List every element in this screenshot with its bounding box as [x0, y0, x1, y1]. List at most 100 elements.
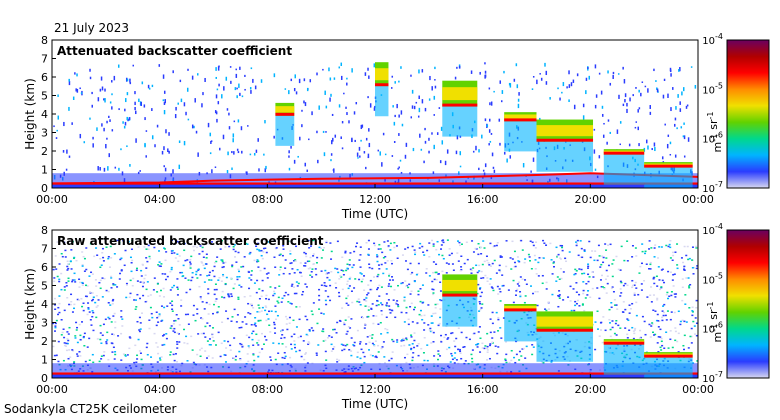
noise-pixel	[381, 303, 384, 306]
boundary-layer-line	[52, 172, 698, 185]
noise-pixel	[688, 286, 691, 289]
echo-pixel	[568, 99, 570, 103]
noise-pixel	[513, 261, 516, 264]
noise-pixel	[596, 328, 599, 330]
noise-pixel	[256, 242, 259, 245]
noise-pixel	[179, 271, 182, 274]
noise-pixel	[476, 292, 479, 295]
noise-pixel	[505, 240, 508, 242]
echo-pixel	[111, 106, 113, 110]
noise-pixel	[378, 284, 381, 287]
noise-pixel	[379, 302, 382, 304]
noise-pixel	[60, 272, 63, 275]
x-tick-label: 16:00	[467, 383, 499, 396]
echo-pixel	[233, 120, 236, 123]
echo-pixel	[92, 143, 94, 148]
echo-pixel	[493, 90, 495, 93]
noise-pixel	[197, 268, 200, 271]
noise-pixel	[120, 332, 123, 335]
cloud-layer	[644, 352, 693, 378]
noise-pixel	[101, 334, 104, 337]
echo-pixel	[345, 106, 347, 109]
echo-pixel	[532, 157, 535, 162]
noise-pixel	[377, 273, 380, 276]
noise-pixel	[70, 293, 73, 296]
noise-pixel	[310, 271, 313, 273]
noise-pixel	[676, 243, 679, 245]
noise-pixel	[396, 339, 399, 341]
noise-pixel	[230, 293, 233, 295]
noise-pixel	[631, 286, 634, 289]
noise-pixel	[542, 257, 545, 259]
noise-pixel	[613, 332, 616, 335]
noise-pixel	[341, 349, 344, 352]
echo-pixel	[217, 101, 220, 105]
noise-pixel	[139, 281, 142, 283]
echo-pixel	[694, 84, 697, 89]
echo-pixel	[515, 63, 518, 67]
echo-pixel	[499, 142, 501, 146]
noise-pixel	[107, 302, 110, 304]
noise-pixel	[163, 343, 166, 346]
noise-pixel	[54, 326, 57, 329]
noise-pixel	[665, 293, 668, 296]
echo-pixel	[57, 94, 59, 97]
noise-pixel	[293, 340, 296, 342]
noise-pixel	[389, 249, 392, 251]
noise-pixel	[510, 359, 513, 362]
echo-pixel	[651, 148, 653, 151]
echo-pixel	[506, 158, 508, 163]
noise-pixel	[462, 346, 465, 349]
noise-pixel	[619, 327, 622, 329]
echo-pixel	[647, 145, 649, 150]
noise-pixel	[499, 255, 502, 257]
noise-pixel	[325, 241, 328, 244]
noise-pixel	[391, 262, 394, 265]
echo-pixel	[265, 165, 267, 170]
cloud-base	[275, 112, 295, 116]
noise-pixel	[54, 325, 57, 327]
noise-pixel	[275, 318, 278, 321]
noise-pixel	[304, 283, 307, 285]
noise-pixel	[177, 333, 180, 335]
noise-pixel	[522, 347, 525, 350]
noise-pixel	[532, 244, 535, 247]
noise-pixel	[559, 244, 562, 247]
noise-pixel	[367, 292, 370, 294]
noise-pixel	[409, 293, 412, 295]
noise-pixel	[538, 257, 541, 259]
noise-pixel	[672, 273, 675, 276]
echo-pixel	[158, 64, 161, 67]
noise-pixel	[163, 334, 166, 336]
echo-pixel	[209, 152, 212, 155]
noise-pixel	[213, 275, 216, 278]
echo-pixel	[125, 98, 127, 103]
noise-pixel	[402, 338, 405, 340]
noise-pixel	[373, 344, 376, 346]
noise-pixel	[191, 349, 194, 351]
echo-pixel	[484, 74, 487, 78]
noise-pixel	[257, 304, 260, 306]
y-tick-label: 2	[41, 335, 48, 348]
noise-pixel	[521, 249, 524, 251]
noise-pixel	[432, 245, 435, 247]
noise-pixel	[253, 323, 256, 326]
noise-pixel	[437, 324, 440, 327]
noise-pixel	[90, 324, 93, 326]
noise-pixel	[579, 256, 582, 258]
noise-pixel	[158, 313, 161, 315]
noise-pixel	[460, 268, 463, 271]
noise-pixel	[674, 251, 677, 253]
noise-pixel	[358, 278, 361, 281]
noise-pixel	[108, 266, 111, 268]
noise-pixel	[373, 276, 376, 278]
echo-pixel	[433, 114, 435, 116]
noise-pixel	[113, 253, 116, 255]
noise-pixel	[228, 245, 231, 248]
noise-pixel	[91, 315, 94, 318]
noise-pixel	[453, 340, 456, 342]
noise-pixel	[416, 322, 419, 324]
echo-pixel	[273, 73, 276, 78]
noise-pixel	[86, 285, 89, 287]
noise-pixel	[620, 245, 623, 248]
